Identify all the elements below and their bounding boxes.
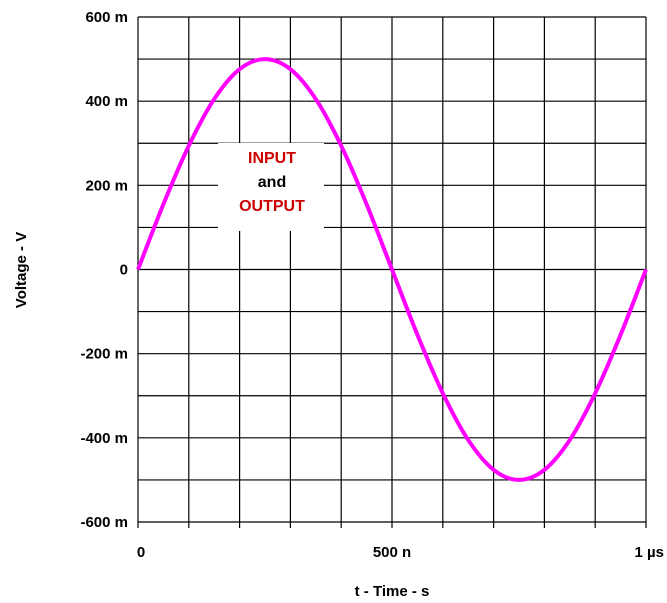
y-tick-label: 600 m [85,9,128,26]
y-tick-label-bg [50,512,132,532]
y-tick-label-bg [50,175,132,196]
y-tick-label-bg [50,91,132,112]
annotation: INPUT and OUTPUT [218,143,324,231]
annotation-line: INPUT [248,150,296,167]
x-tick-label: 1 µs [635,544,665,561]
y-tick-label: -600 m [80,514,128,531]
annotation-line: and [258,174,286,191]
y-axis-title: Voltage - V [13,232,30,308]
tick-labels: 600 m 400 m 200 m 0 -200 m -400 m -600 m 0 500 n… [50,7,664,561]
axis-titles: t - Time - s Voltage - V [13,232,429,600]
x-tick-label: 500 n [373,544,411,561]
annotation-line: OUTPUT [239,198,305,215]
x-tick-label: 0 [137,544,145,561]
y-tick-label: 0 [120,262,128,279]
series-line [136,57,648,482]
y-tick-label-bg [50,259,132,280]
y-tick-label-bg [50,427,132,448]
y-tick-label: 200 m [85,177,128,194]
series-layer [136,57,648,482]
y-tick-label: -400 m [80,430,128,447]
x-axis-title: t - Time - s [355,583,430,600]
y-tick-label-bg [50,343,132,364]
y-tick-label: 400 m [85,93,128,110]
annotation-background [218,143,324,231]
y-tick-label-bg [50,7,132,27]
y-tick-label: -200 m [80,346,128,363]
